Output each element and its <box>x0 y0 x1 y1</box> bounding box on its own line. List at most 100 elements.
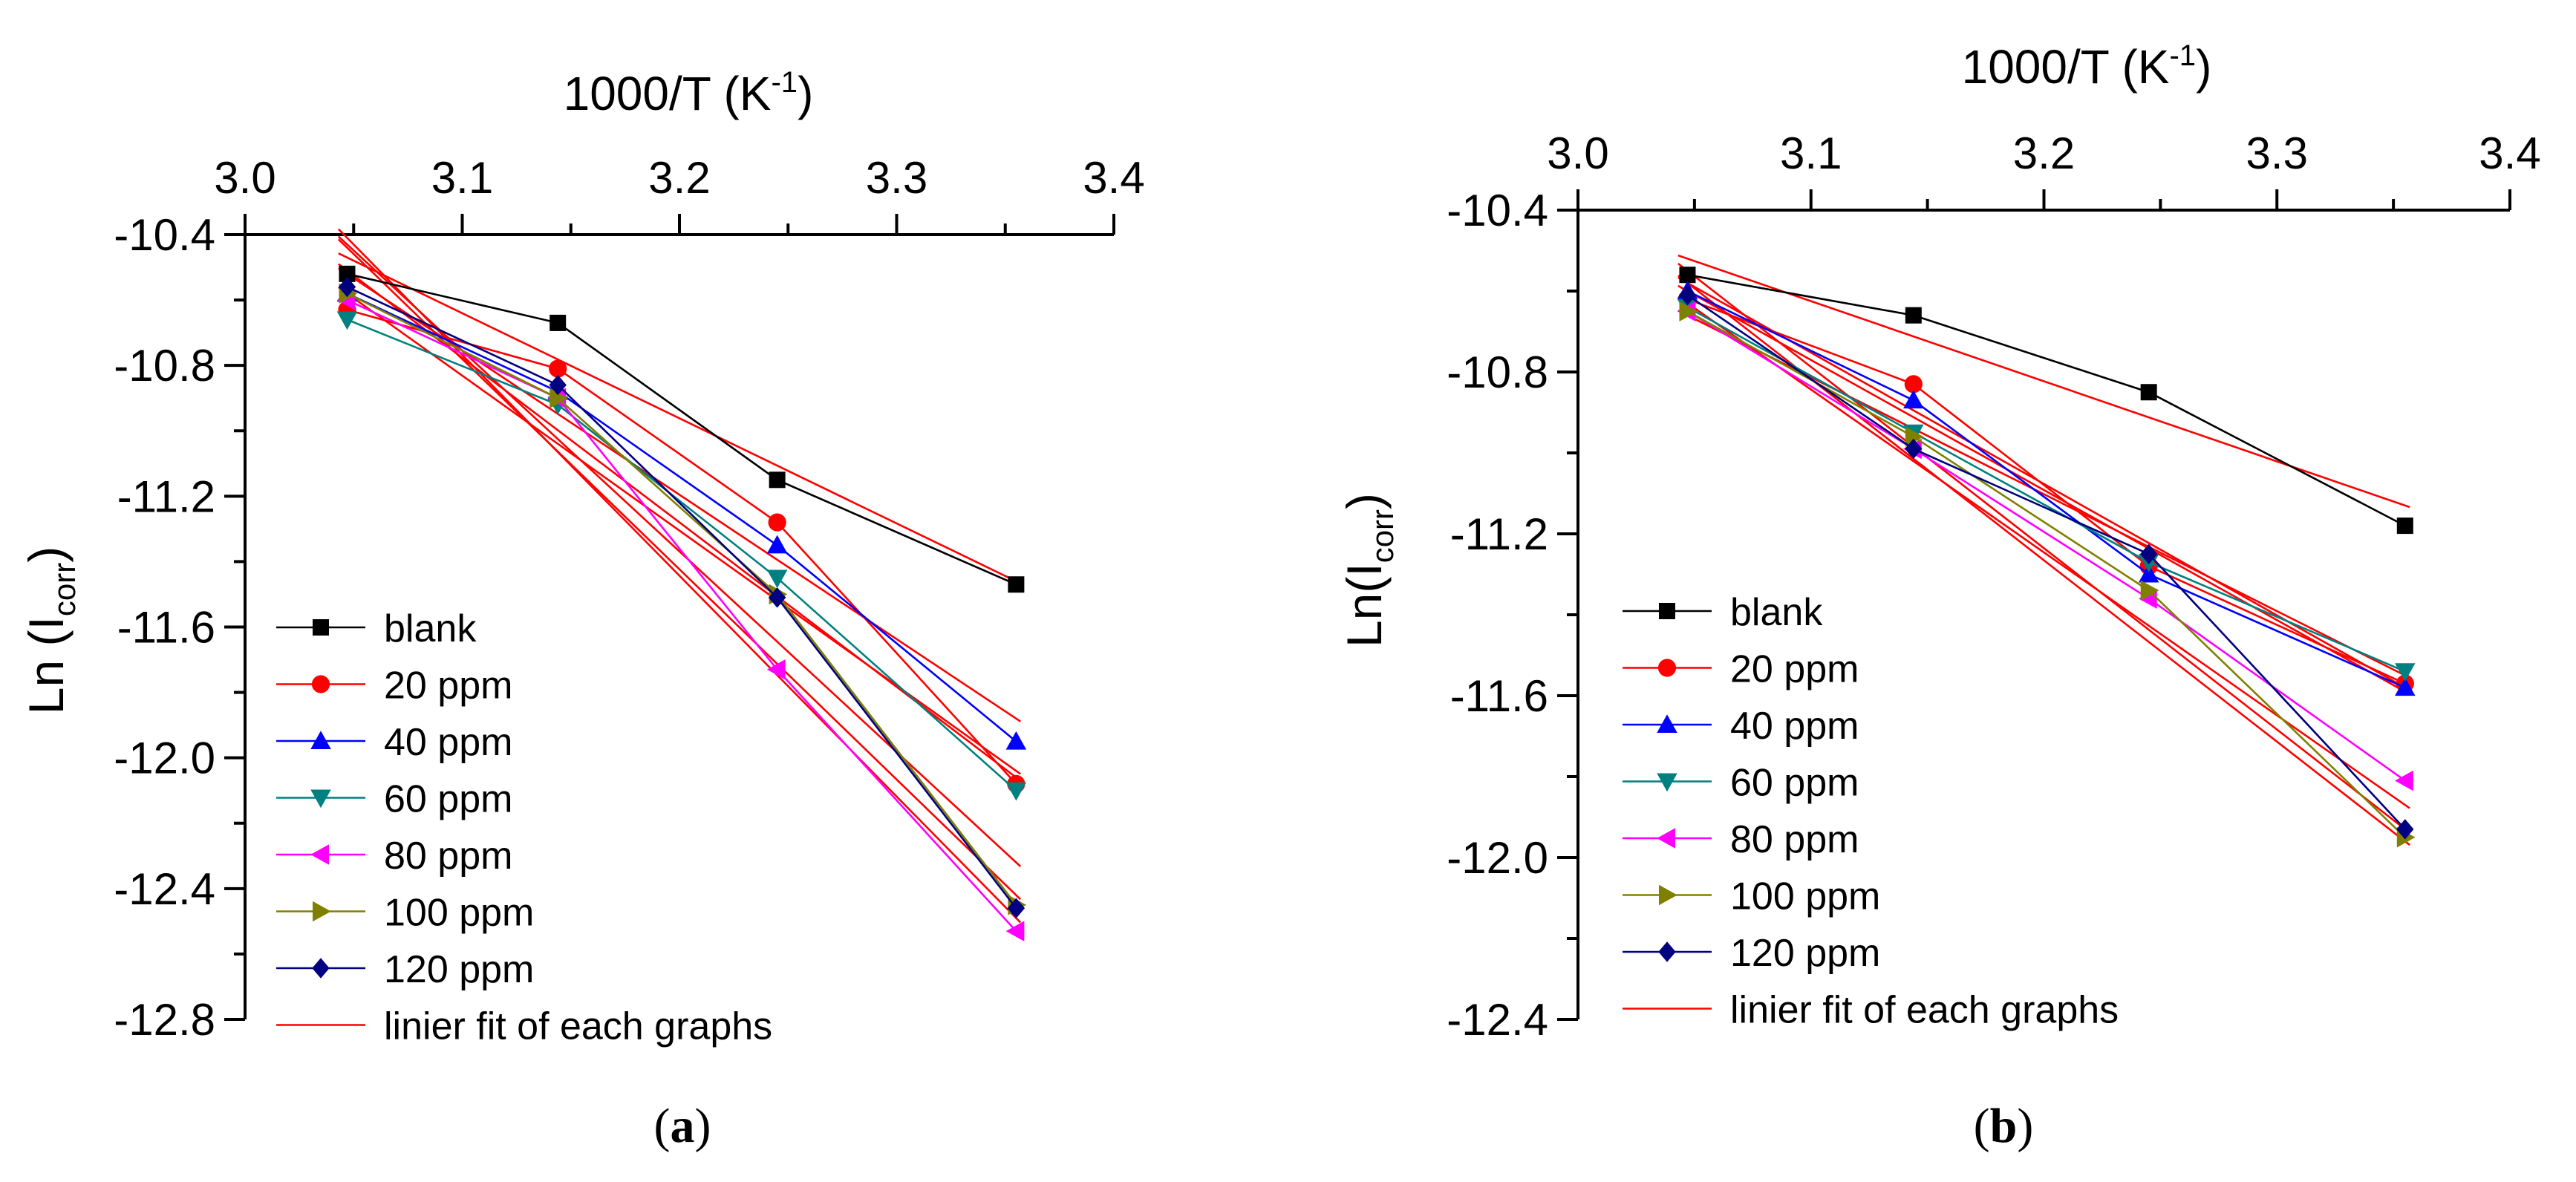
y-axis-title: Ln (Icorr) <box>19 546 82 714</box>
y-tick-label: -10.4 <box>114 210 215 260</box>
chart-panel-b: 1000/T (K-1) Ln(Icorr) 3.0 3.1 3.2 3.3 3.4 -1… <box>1337 39 2541 1153</box>
legend-marker-80-ppm <box>1657 828 1675 849</box>
data-point-100-ppm <box>550 388 568 408</box>
data-point-120-ppm <box>1905 438 1923 460</box>
legend-marker-80-ppm <box>310 844 329 865</box>
legend-marker-20-ppm <box>1657 659 1677 677</box>
legend-label-120-ppm: 120 ppm <box>384 948 534 991</box>
legend-label-100-ppm: 100 ppm <box>384 892 534 935</box>
y-tick-label: -11.6 <box>1450 671 1548 721</box>
x-tick-label: 3.4 <box>1083 153 1144 203</box>
data-point-blank <box>339 265 356 282</box>
legend-label-20-ppm: 20 ppm <box>384 665 512 708</box>
series-line-120-ppm <box>1686 294 2406 830</box>
x-axis-title-superscript: -1 <box>2169 39 2196 72</box>
series-line-40-ppm <box>1686 290 2406 689</box>
data-point-120-ppm <box>1007 898 1025 919</box>
data-point-40-ppm <box>1005 731 1027 750</box>
x-tick-label: 3.2 <box>2013 128 2075 178</box>
x-axis-title-superscript: -1 <box>771 66 798 99</box>
legend-marker-blank <box>1659 603 1675 619</box>
data-point-20-ppm <box>1904 375 1923 394</box>
x-tick-label: 3.0 <box>214 153 275 203</box>
series-line-80-ppm <box>346 298 1017 932</box>
legend-label-fit: linier fit of each graphs <box>384 1005 772 1048</box>
x-tick-label: 3.0 <box>1547 128 1608 178</box>
series-line-40-ppm <box>346 293 1017 742</box>
y-tick-label: -10.4 <box>1447 186 1548 235</box>
legend-marker-60-ppm <box>1657 773 1677 792</box>
x-tick-label: 3.3 <box>866 153 927 203</box>
data-point-40-ppm <box>766 535 788 554</box>
y-tick-label: -10.8 <box>1447 347 1548 397</box>
data-point-20-ppm <box>549 359 567 378</box>
data-point-40-ppm <box>2395 677 2416 696</box>
data-point-blank <box>1008 576 1025 593</box>
series-line-blank <box>1687 273 2406 527</box>
fit-line-100-ppm <box>1677 262 2410 834</box>
fit-line-blank <box>338 252 1021 584</box>
legend-marker-20-ppm <box>311 675 330 693</box>
legend-label-120-ppm: 120 ppm <box>1730 932 1880 975</box>
legend-label-60-ppm: 60 ppm <box>384 778 512 821</box>
legend: blank 20 ppm 40 ppm 60 ppm 80 ppm 100 ppm 120 … <box>276 607 772 1048</box>
y-tick-label: -11.6 <box>117 603 215 653</box>
y-tick-label: -12.8 <box>114 995 215 1045</box>
y-axis-title-subscript: corr <box>47 563 82 616</box>
y-tick-label: -10.8 <box>114 341 215 391</box>
data-point-120-ppm <box>2396 819 2414 840</box>
y-tick-label: -11.2 <box>1450 509 1548 559</box>
legend-marker-60-ppm <box>310 789 331 809</box>
data-point-80-ppm <box>766 659 786 680</box>
y-tick-label: -12.0 <box>114 734 215 783</box>
y-tick-label: -12.0 <box>1447 833 1548 883</box>
data-point-120-ppm <box>1678 284 1697 306</box>
legend-label-60-ppm: 60 ppm <box>1730 762 1859 805</box>
x-axis-title: 1000/T (K-1) <box>564 66 814 120</box>
data-point-40-ppm <box>1903 390 1924 409</box>
data-point-60-ppm <box>766 569 788 589</box>
panel-label: (b) <box>1974 1099 2034 1153</box>
fit-line-40-ppm <box>1677 284 2410 696</box>
series-line-120-ppm <box>346 286 1017 910</box>
legend-marker-blank <box>313 619 329 636</box>
data-point-60-ppm <box>1005 782 1027 801</box>
data-point-120-ppm <box>338 276 356 298</box>
y-tick-label: -12.4 <box>1447 995 1548 1045</box>
data-point-100-ppm <box>2140 580 2159 601</box>
data-point-blank <box>2396 517 2413 535</box>
data-point-60-ppm <box>336 311 358 330</box>
x-tick-label: 3.2 <box>648 153 710 203</box>
legend-label-blank: blank <box>1730 591 1823 634</box>
data-point-100-ppm <box>1905 426 1924 447</box>
fit-line-80-ppm <box>1677 296 2410 809</box>
legend-label-80-ppm: 80 ppm <box>384 835 512 878</box>
legend-marker-120-ppm <box>312 958 330 979</box>
data-point-60-ppm <box>2395 663 2416 682</box>
panel-label: (a) <box>654 1099 711 1153</box>
series-line-80-ppm <box>1686 310 2406 782</box>
x-tick-label: 3.1 <box>431 153 493 203</box>
legend-marker-100-ppm <box>313 901 331 922</box>
data-point-80-ppm <box>1005 921 1025 941</box>
legend-label-20-ppm: 20 ppm <box>1730 648 1859 691</box>
x-axis-title: 1000/T (K-1) <box>1962 39 2212 94</box>
x-tick-label: 3.3 <box>2246 128 2308 178</box>
legend-label-blank: blank <box>384 607 477 650</box>
series-line-20-ppm <box>1687 298 2406 685</box>
data-point-blank <box>550 314 567 331</box>
series-line-20-ppm <box>347 309 1017 785</box>
data-point-40-ppm <box>2138 564 2159 583</box>
legend-marker-120-ppm <box>1658 941 1676 962</box>
legend-label-80-ppm: 80 ppm <box>1730 818 1859 861</box>
legend-label-40-ppm: 40 ppm <box>1730 705 1859 748</box>
y-tick-label: -12.4 <box>114 864 215 914</box>
data-point-120-ppm <box>549 374 567 396</box>
fit-line-120-ppm <box>1677 275 2410 846</box>
series-line-100-ppm <box>346 293 1017 906</box>
data-point-80-ppm <box>2395 770 2413 791</box>
data-point-120-ppm <box>2140 543 2158 564</box>
x-tick-label: 3.4 <box>2479 128 2540 178</box>
legend-label-100-ppm: 100 ppm <box>1730 875 1880 918</box>
